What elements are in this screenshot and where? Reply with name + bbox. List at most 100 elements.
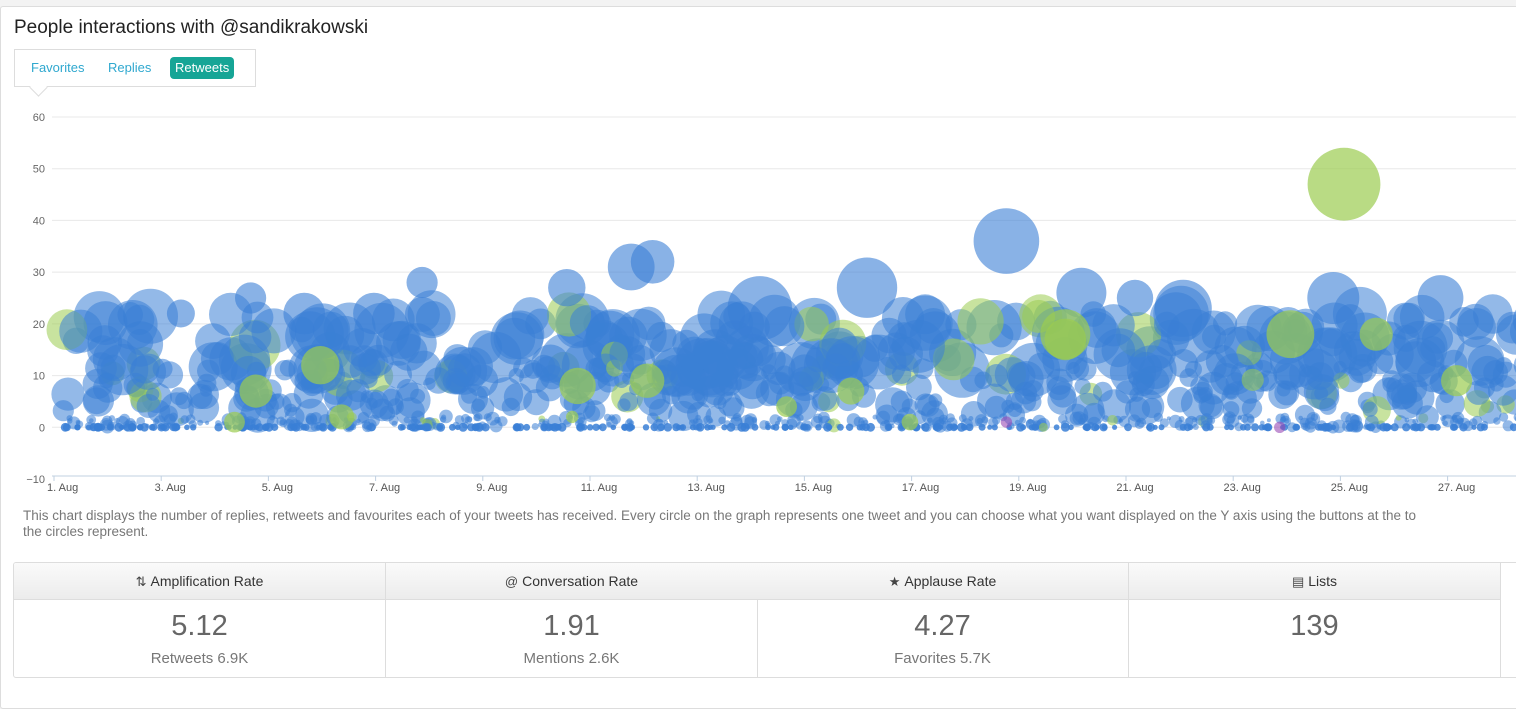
tweet-bubble: [1417, 423, 1425, 431]
tweet-bubble: [1431, 424, 1437, 430]
tweet-bubble: [1094, 424, 1100, 430]
retweet-icon: ⇅: [136, 574, 147, 589]
tweet-bubble: [1307, 272, 1359, 324]
tweet-bubble: [173, 424, 180, 431]
y-tick-label: 0: [39, 422, 45, 434]
tweet-bubble: [1308, 148, 1381, 221]
tweet-bubble: [592, 424, 599, 431]
tweet-bubble: [621, 424, 628, 431]
tweet-bubble: [959, 414, 967, 422]
tweet-bubble: [523, 424, 530, 431]
tweet-bubble: [1387, 379, 1417, 409]
tweet-bubble: [265, 423, 274, 432]
tweet-bubble: [857, 424, 863, 430]
tweet-bubble: [667, 354, 700, 387]
tweet-bubble: [1393, 325, 1420, 352]
tweet-bubble: [319, 423, 328, 432]
stat-sub: Retweets 6.9K: [14, 650, 385, 667]
x-tick-label: 7. Aug: [369, 482, 400, 494]
stat-amplification-rate: ⇅Amplification Rate 5.12 Retweets 6.9K: [14, 563, 386, 677]
tweet-bubble: [1259, 424, 1265, 430]
tweet-bubble: [1075, 378, 1091, 394]
tweet-bubble: [771, 425, 776, 430]
tweet-bubble: [987, 425, 992, 430]
stat-lists: ▤Lists 139: [1129, 563, 1501, 677]
tweet-bubble: [205, 421, 209, 425]
tweet-bubble: [235, 282, 266, 313]
tweet-bubble: [921, 400, 948, 427]
tweet-bubble: [239, 321, 272, 354]
tweet-bubble: [548, 269, 585, 306]
tweet-bubble: [1314, 387, 1328, 401]
tweet-bubble: [275, 360, 295, 380]
tweet-bubble: [878, 357, 897, 376]
stat-label: Conversation Rate: [522, 573, 638, 589]
stat-applause-rate: ★Applause Rate 4.27 Favorites 5.7K: [757, 563, 1129, 677]
tweet-bubble: [818, 412, 830, 424]
tweet-bubble: [61, 423, 70, 432]
tweet-bubble: [631, 240, 675, 284]
tweet-bubble: [629, 424, 635, 430]
tweet-bubble: [1146, 423, 1155, 432]
tweet-bubble: [327, 424, 333, 430]
tweet-bubble: [1050, 382, 1076, 408]
tweet-bubble: [1054, 424, 1060, 430]
stat-label: Lists: [1308, 573, 1337, 589]
tweet-bubble: [481, 423, 489, 431]
tweet-bubble: [1222, 413, 1235, 426]
tweet-bubble: [1305, 421, 1317, 433]
tweet-bubble: [1192, 417, 1197, 422]
tweet-bubble: [109, 415, 115, 421]
tweet-bubble: [617, 398, 630, 411]
tweet-bubble: [782, 424, 789, 431]
tweet-bubble: [576, 423, 585, 432]
stat-header: @Conversation Rate: [386, 563, 757, 600]
tweet-bubble: [519, 363, 550, 394]
tweet-bubble: [83, 387, 110, 414]
tab-replies[interactable]: Replies: [103, 57, 156, 79]
tweet-bubble: [587, 424, 593, 430]
tweet-bubble: [826, 425, 832, 431]
tweet-bubble: [1202, 423, 1210, 431]
tweet-bubble: [167, 300, 195, 328]
tab-retweets[interactable]: Retweets: [170, 57, 234, 79]
tweet-bubble: [1124, 423, 1132, 431]
description-line-2: the circles represent.: [23, 524, 1513, 540]
tweet-bubble: [985, 364, 1008, 387]
tweet-bubble: [711, 369, 738, 396]
tweet-bubble: [1441, 365, 1472, 396]
tweet-bubble: [131, 355, 159, 383]
tweet-bubble: [1001, 416, 1012, 427]
stat-header: ▤Lists: [1129, 563, 1500, 600]
tweet-bubble: [407, 267, 438, 298]
tweet-bubble: [214, 423, 222, 431]
tab-favorites[interactable]: Favorites: [26, 57, 89, 79]
stat-label: Amplification Rate: [151, 573, 264, 589]
tweet-bubble: [108, 300, 158, 350]
tweet-bubble: [1315, 424, 1322, 431]
tweet-bubble: [979, 424, 986, 431]
tweet-bubble: [821, 328, 857, 364]
tweet-bubble: [992, 424, 998, 430]
tweet-bubble: [886, 424, 892, 430]
y-tick-label: 50: [33, 164, 45, 176]
tweet-bubble: [119, 414, 130, 425]
tweet-bubble: [366, 425, 371, 430]
stat-label: Applause Rate: [904, 573, 996, 589]
tweet-bubble: [1450, 424, 1457, 431]
x-tick-label: 13. Aug: [688, 482, 725, 494]
tweet-bubble: [98, 424, 105, 431]
tweet-bubble: [736, 366, 770, 400]
tweet-bubble: [837, 424, 844, 431]
tweet-bubble: [1267, 310, 1315, 358]
tweet-bubble: [958, 298, 1004, 344]
tweet-bubble: [300, 424, 307, 431]
x-tick-label: 9. Aug: [476, 482, 507, 494]
x-tick-label: 5. Aug: [262, 482, 293, 494]
tweet-bubble: [400, 424, 406, 430]
tweet-bubble: [1367, 423, 1375, 431]
tweet-bubble: [1481, 424, 1488, 431]
tweet-bubble: [1238, 415, 1242, 419]
